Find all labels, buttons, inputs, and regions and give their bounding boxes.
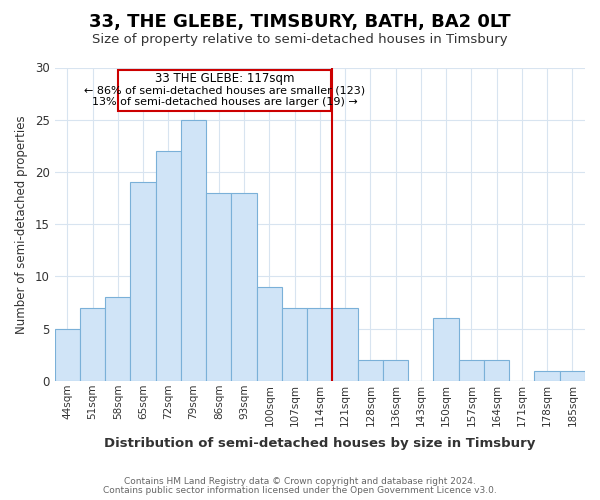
Bar [358, 360, 383, 381]
Text: Contains HM Land Registry data © Crown copyright and database right 2024.: Contains HM Land Registry data © Crown c… [124, 477, 476, 486]
X-axis label: Distribution of semi-detached houses by size in Timsbury: Distribution of semi-detached houses by … [104, 437, 536, 450]
Bar [535, 370, 560, 381]
Text: 33 THE GLEBE: 117sqm: 33 THE GLEBE: 117sqm [155, 72, 294, 86]
Text: ← 86% of semi-detached houses are smaller (123): ← 86% of semi-detached houses are smalle… [84, 86, 365, 96]
Bar [232, 193, 257, 381]
Bar [206, 193, 232, 381]
Bar [155, 151, 181, 381]
Text: 33, THE GLEBE, TIMSBURY, BATH, BA2 0LT: 33, THE GLEBE, TIMSBURY, BATH, BA2 0LT [89, 12, 511, 30]
Bar [130, 182, 155, 381]
Text: 13% of semi-detached houses are larger (19) →: 13% of semi-detached houses are larger (… [92, 97, 358, 107]
Bar [181, 120, 206, 381]
Bar [105, 298, 130, 381]
Bar [484, 360, 509, 381]
Bar [257, 287, 282, 381]
Text: Size of property relative to semi-detached houses in Timsbury: Size of property relative to semi-detach… [92, 32, 508, 46]
Bar [307, 308, 332, 381]
Bar [282, 308, 307, 381]
Bar [55, 328, 80, 381]
Bar [459, 360, 484, 381]
Bar [560, 370, 585, 381]
FancyBboxPatch shape [118, 70, 331, 112]
Bar [332, 308, 358, 381]
Bar [433, 318, 459, 381]
Bar [80, 308, 105, 381]
Y-axis label: Number of semi-detached properties: Number of semi-detached properties [15, 115, 28, 334]
Text: Contains public sector information licensed under the Open Government Licence v3: Contains public sector information licen… [103, 486, 497, 495]
Bar [383, 360, 408, 381]
